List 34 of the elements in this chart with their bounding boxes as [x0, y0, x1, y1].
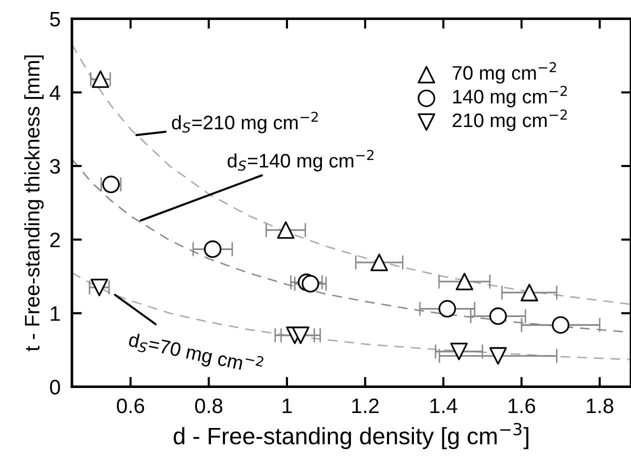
x-tick-label: 1.6 [508, 398, 536, 414]
y-tick-label: 4 [50, 86, 60, 100]
point [302, 275, 320, 293]
y-tick-label: 2 [50, 232, 60, 248]
point [438, 300, 456, 318]
y-tick-label: 1 [50, 306, 60, 321]
x-tick-label: 1 [282, 398, 292, 414]
legend-label: 210 mg cm$^{−2}$ [452, 110, 567, 132]
y-tick-label: 0 [50, 380, 60, 395]
x-axis-title: d - Free-standing density [g cm$^{−3}$] [174, 422, 528, 450]
point [370, 254, 388, 272]
point [292, 326, 310, 344]
y-tick-label: 3 [50, 159, 60, 174]
point [450, 342, 468, 360]
annotation: d$_{S}$=140 mg cm$^{−2}$ [228, 150, 374, 172]
point [277, 221, 295, 239]
point [520, 284, 538, 302]
point [204, 240, 222, 258]
x-tick-label: 1.2 [352, 398, 379, 414]
legend-label: 140 mg cm$^{−2}$ [453, 86, 567, 108]
annotation: d$_{S}$=210 mg cm$^{−2}$ [172, 112, 318, 134]
x-tick-label: 0.6 [116, 398, 144, 414]
y-axis-title: t - Free-standing thickness [mm] [24, 56, 44, 352]
y-tick-label: 5 [50, 12, 60, 27]
x-tick-label: 1.8 [586, 398, 614, 414]
x-tick-label: 1.4 [430, 398, 458, 414]
x-tick-label: 0.8 [195, 398, 222, 414]
point [489, 347, 507, 365]
annotation: d$_{S}$=70 mg cm$^{−2}$ [127, 328, 264, 378]
legend-label: 70 mg cm$^{−2}$ [452, 62, 556, 84]
point [489, 307, 507, 325]
point [552, 316, 570, 334]
line-series [72, 44, 631, 306]
point [456, 272, 474, 290]
